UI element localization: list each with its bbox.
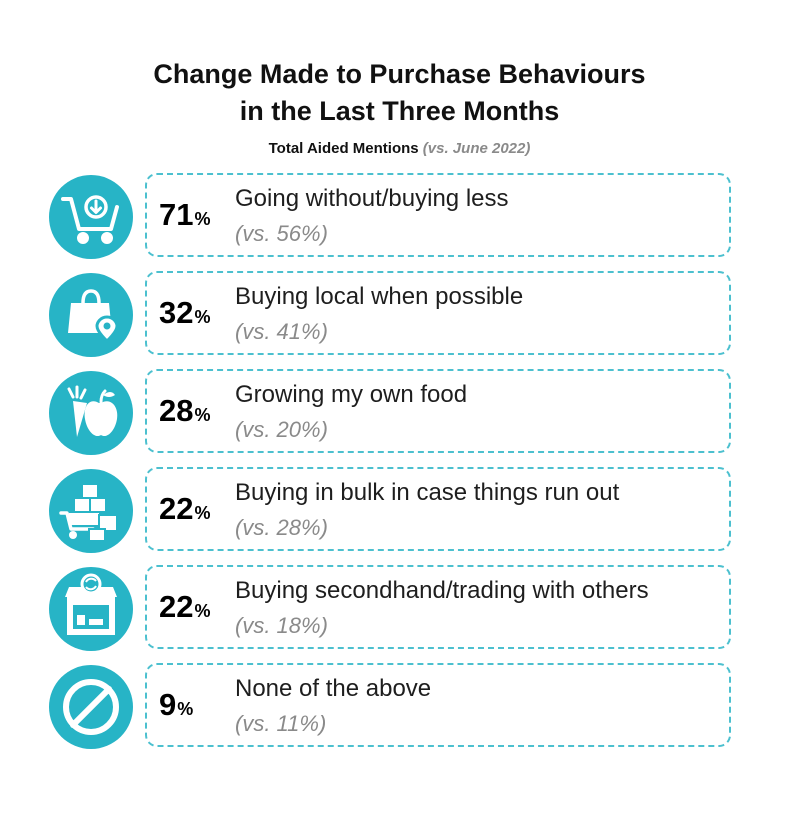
percent-number: 71: [159, 197, 194, 232]
percent-symbol: %: [194, 307, 211, 327]
no-symbol-icon: [49, 665, 133, 749]
behaviour-row: 71% Going without/buying less (vs. 56%): [0, 173, 799, 261]
percent-value: 9%: [159, 687, 193, 723]
percent-symbol: %: [194, 405, 211, 425]
behaviour-row: 22% Buying in bulk in case things run out…: [0, 467, 799, 555]
percent-number: 22: [159, 491, 194, 526]
percent-value: 22%: [159, 491, 211, 527]
apple-carrot-icon: [49, 371, 133, 455]
behaviour-box: 22% Buying secondhand/trading with others…: [145, 565, 731, 649]
percent-symbol: %: [194, 503, 211, 523]
behaviour-box: 22% Buying in bulk in case things run out…: [145, 467, 731, 551]
comparison-value: (vs. 18%): [235, 613, 328, 638]
subtitle-text: Total Aided Mentions: [268, 140, 419, 157]
behaviour-row: 9% None of the above (vs. 11%): [0, 663, 799, 751]
percent-symbol: %: [194, 209, 211, 229]
behaviour-label: Buying secondhand/trading with others: [235, 577, 649, 604]
behaviour-box: 28% Growing my own food (vs. 20%): [145, 369, 731, 453]
comparison-value: (vs. 20%): [235, 417, 328, 442]
comparison-value: (vs. 41%): [235, 319, 328, 344]
percent-number: 9: [159, 687, 177, 722]
comparison-value: (vs. 11%): [235, 711, 327, 736]
subtitle-compare: (vs. June 2022): [422, 140, 531, 157]
behaviour-row: 28% Growing my own food (vs. 20%): [0, 369, 799, 457]
percent-value: 32%: [159, 295, 211, 331]
percent-number: 32: [159, 295, 194, 330]
percent-symbol: %: [177, 699, 194, 719]
behaviour-box: 71% Going without/buying less (vs. 56%): [145, 173, 731, 257]
comparison-value: (vs. 56%): [235, 221, 328, 246]
shopping-bag-location-icon: [49, 273, 133, 357]
comparison-value: (vs. 28%): [235, 515, 328, 540]
percent-value: 71%: [159, 197, 211, 233]
behaviour-row: 32% Buying local when possible (vs. 41%): [0, 271, 799, 359]
behaviour-box: 32% Buying local when possible (vs. 41%): [145, 271, 731, 355]
behaviour-label: Going without/buying less: [235, 185, 509, 212]
behaviour-label: Buying in bulk in case things run out: [235, 479, 620, 506]
chart-title: Change Made to Purchase Behaviours in th…: [0, 56, 799, 130]
behaviour-label: None of the above: [235, 675, 432, 702]
bulk-boxes-cart-icon: [49, 469, 133, 553]
behaviour-label: Buying local when possible: [235, 283, 524, 310]
percent-number: 28: [159, 393, 194, 428]
behaviour-label: Growing my own food: [235, 381, 468, 408]
title-line-1: Change Made to Purchase Behaviours: [153, 59, 646, 89]
percent-value: 22%: [159, 589, 211, 625]
title-line-2: in the Last Three Months: [239, 96, 560, 126]
behaviour-row: 22% Buying secondhand/trading with others…: [0, 565, 799, 653]
percent-value: 28%: [159, 393, 211, 429]
percent-symbol: %: [194, 601, 211, 621]
behaviour-box: 9% None of the above (vs. 11%): [145, 663, 731, 747]
percent-number: 22: [159, 589, 194, 624]
secondhand-store-icon: [49, 567, 133, 651]
chart-subtitle: Total Aided Mentions (vs. June 2022): [0, 140, 799, 157]
shopping-cart-icon: [49, 175, 133, 259]
